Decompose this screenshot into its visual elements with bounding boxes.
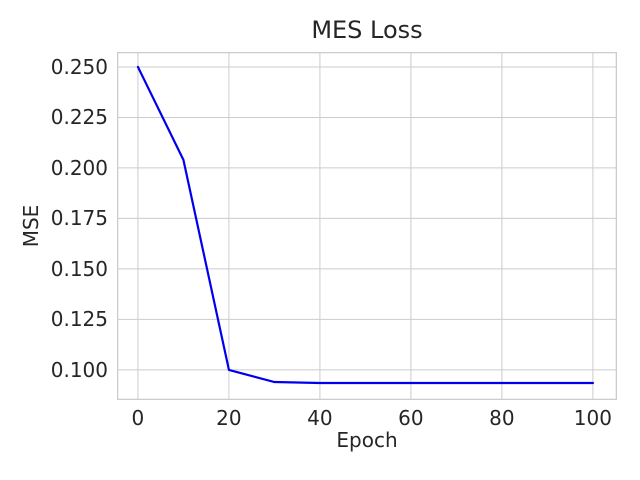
y-tick-label: 0.225	[50, 105, 108, 130]
y-tick-label: 0.125	[50, 307, 108, 332]
y-tick-label: 0.150	[50, 256, 108, 281]
x-tick-label: 100	[573, 406, 612, 430]
x-tick-label: 0	[131, 406, 145, 430]
y-tick-label: 0.200	[50, 155, 108, 180]
y-tick-label: 0.100	[50, 357, 108, 382]
loss-curve	[136, 65, 594, 385]
x-tick-label: 80	[489, 406, 515, 430]
x-tick-label: 20	[216, 406, 242, 430]
x-tick-label: 40	[307, 406, 333, 430]
plot-area	[117, 52, 617, 400]
x-axis-label: Epoch	[336, 428, 398, 452]
x-tick-label: 60	[398, 406, 424, 430]
y-tick-label: 0.175	[50, 206, 108, 231]
y-tick-label: 0.250	[50, 54, 108, 79]
axes-frame	[117, 52, 617, 400]
y-axis-label: MSE	[19, 204, 43, 248]
chart-title: MES Loss	[311, 16, 423, 44]
